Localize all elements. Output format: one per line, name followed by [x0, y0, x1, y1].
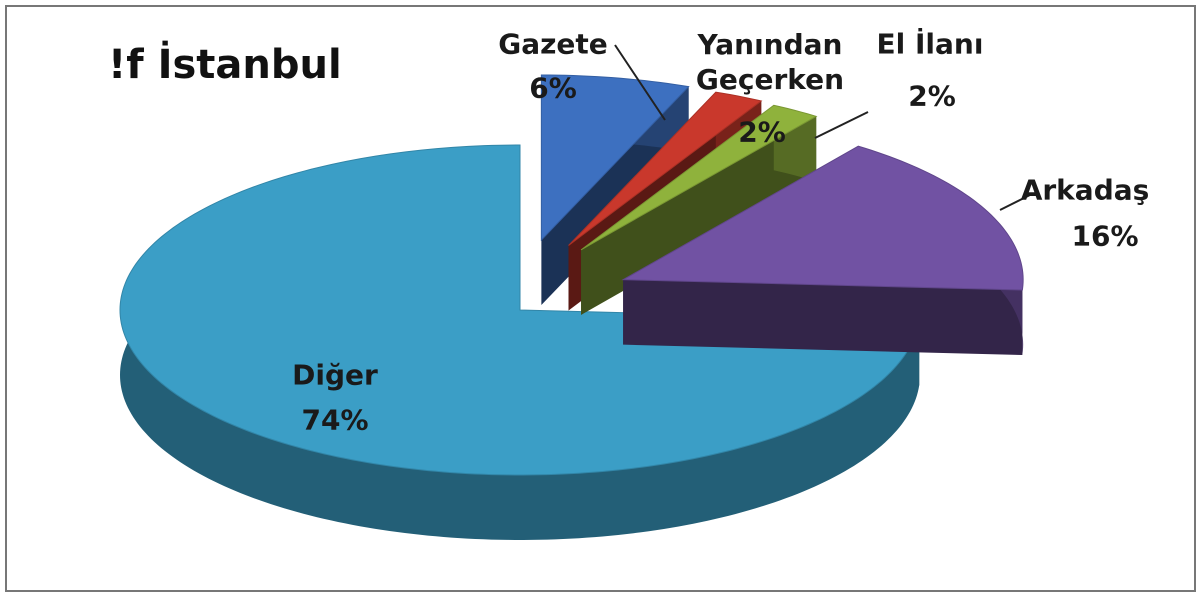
- slice-label: Gazete: [498, 27, 608, 61]
- slice: [568, 91, 763, 246]
- slice-label: Arkadaş: [1020, 173, 1150, 207]
- slice-label: El İlanı: [876, 27, 984, 61]
- leader-line: [999, 194, 1031, 211]
- slice-label: Yanından Geçerken: [695, 28, 845, 96]
- slice: [119, 144, 920, 476]
- value-label: 2%: [738, 115, 786, 149]
- value-label: 74%: [301, 403, 369, 437]
- slice: [621, 145, 1024, 291]
- value-label: 16%: [1071, 219, 1139, 253]
- slice: [540, 74, 690, 242]
- slice-side: [623, 279, 1023, 356]
- slice-label: Diğer: [292, 358, 378, 392]
- leader-line: [614, 44, 666, 121]
- slice: [580, 104, 818, 251]
- slice-side: [581, 116, 817, 315]
- value-label: 2%: [908, 79, 956, 113]
- value-label: 6%: [529, 71, 577, 105]
- chart-title: !f İstanbul: [108, 42, 342, 88]
- leader-line: [814, 111, 869, 139]
